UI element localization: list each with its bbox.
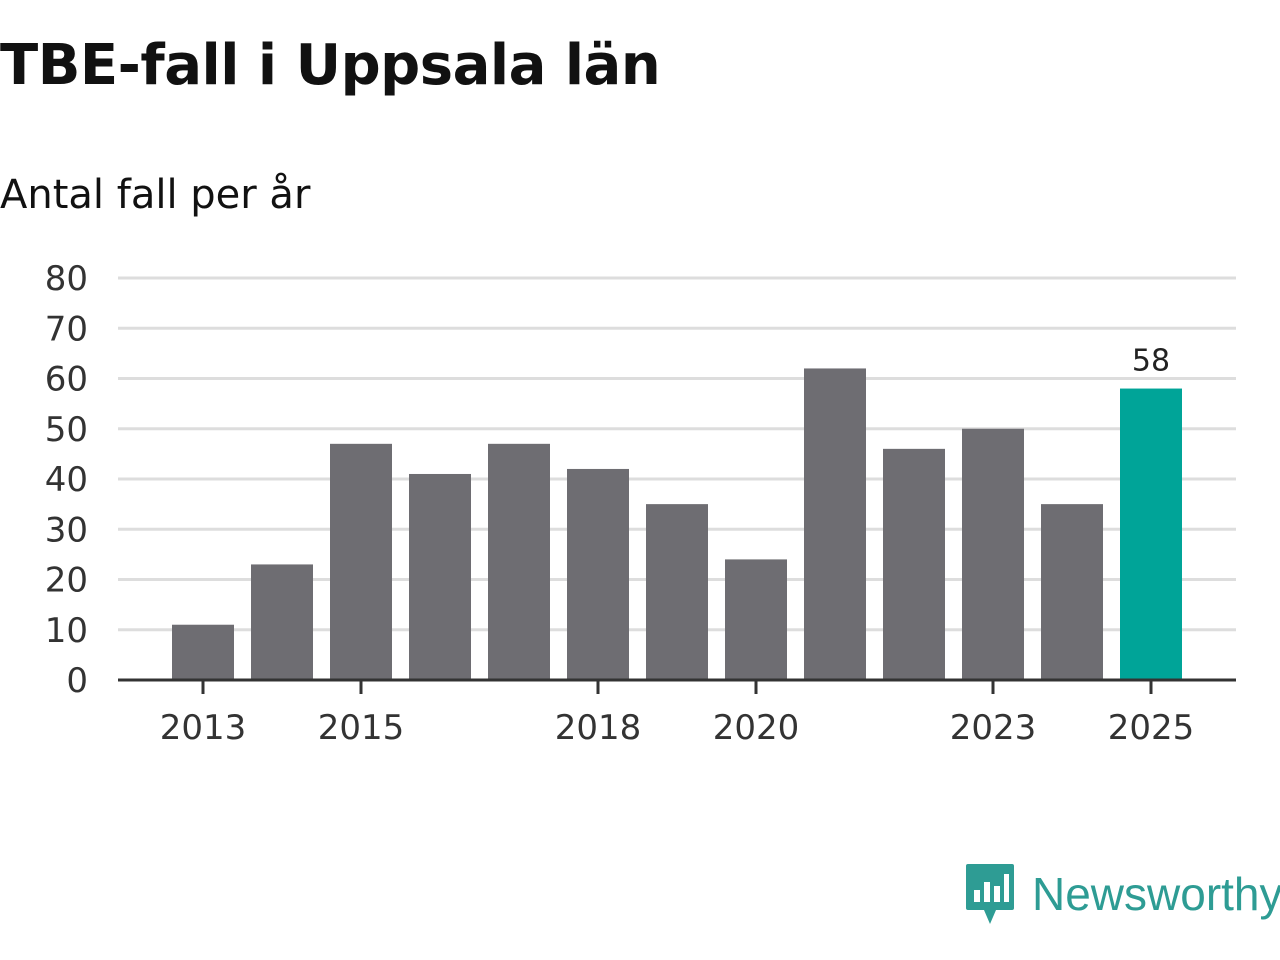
y-tick-label-10: 10 (45, 611, 88, 651)
x-tick-label-2023: 2023 (950, 708, 1037, 748)
y-tick-label-50: 50 (45, 410, 88, 450)
x-tick-label-2015: 2015 (318, 708, 405, 748)
chart-subtitle: Antal fall per år (0, 172, 311, 218)
bar-2019 (646, 504, 708, 680)
bar-2015 (330, 443, 392, 680)
data-label-2025: 58 (1132, 344, 1170, 379)
x-tick-label-2013: 2013 (160, 708, 247, 748)
newsworthy-logo-icon (966, 864, 1014, 924)
y-tick-label-20: 20 (45, 561, 88, 601)
bar-2014 (251, 564, 313, 680)
bar-2021 (804, 368, 866, 680)
x-tick-label-2025: 2025 (1108, 708, 1195, 748)
bar-2023 (962, 428, 1024, 680)
x-tick-label-2018: 2018 (555, 708, 642, 748)
newsworthy-brand: Newsworthy (964, 862, 1280, 926)
brand-name: Newsworthy (1032, 868, 1280, 920)
y-tick-label-40: 40 (45, 460, 88, 500)
bar-2020 (725, 559, 787, 680)
chart-title: TBE-fall i Uppsala län (0, 33, 661, 98)
bar-2024 (1041, 504, 1103, 680)
y-tick-label-60: 60 (45, 360, 88, 400)
y-tick-label-80: 80 (45, 259, 88, 299)
y-tick-label-0: 0 (66, 661, 88, 701)
bar-2025 (1120, 388, 1182, 680)
bar-2022 (883, 448, 945, 680)
bar-2013 (172, 624, 234, 680)
x-tick-label-2020: 2020 (713, 708, 800, 748)
y-tick-label-30: 30 (45, 510, 88, 550)
y-tick-label-70: 70 (45, 309, 88, 349)
bar-2017 (488, 443, 550, 680)
bar-2016 (409, 473, 471, 680)
bar-2018 (567, 468, 629, 680)
